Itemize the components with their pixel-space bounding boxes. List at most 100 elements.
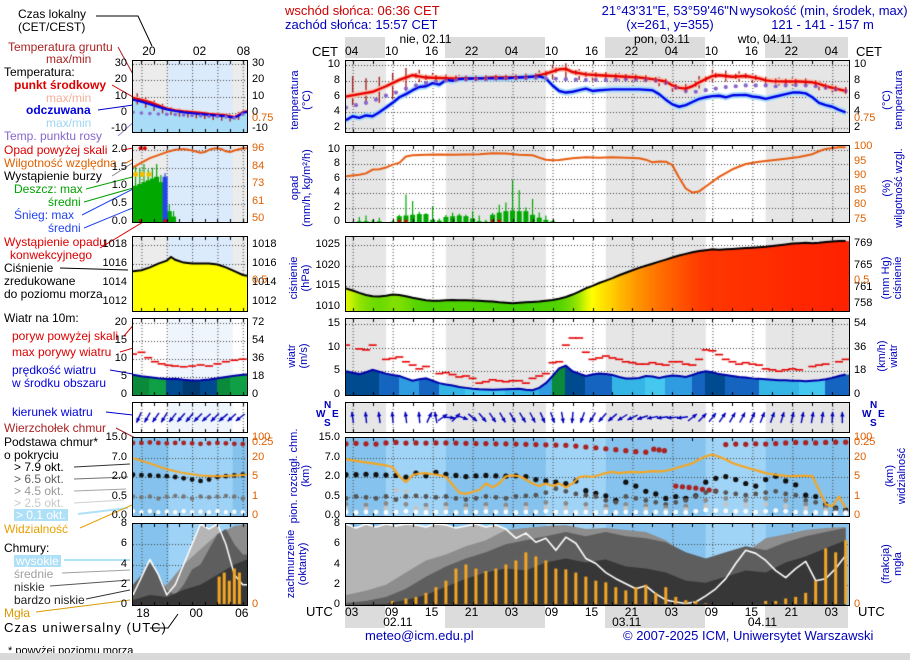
hour-label: 03 xyxy=(824,605,839,619)
mini-cis-ytick-left: 1016 xyxy=(102,256,127,269)
legend-cloud-base-1: Podstawa chmur* xyxy=(4,435,99,449)
wiatr-ytick-left: 10 xyxy=(327,340,340,353)
hour-label: 03 xyxy=(504,605,519,619)
mini-temp-ytick-right: 10 xyxy=(252,89,265,102)
mini-opad-ytick-right: 61 xyxy=(252,195,265,208)
mini-cis-ytick-left: 1018 xyxy=(102,237,127,250)
temp-ytick-right: 2 xyxy=(854,121,861,134)
legend-local-time-2: (CET/CEST) xyxy=(18,20,86,34)
hour-label: 22 xyxy=(464,44,479,58)
mini-cis-ytick-right: 1012 xyxy=(252,294,277,307)
legend-convective-1: Wystąpienie opadu xyxy=(4,235,106,249)
wiatr-ytick-right: 36 xyxy=(854,340,867,353)
legend-temperature: Temperatura: xyxy=(4,65,75,79)
mini-zach-ytick-right: 0.75 xyxy=(252,112,274,124)
opad-ytick-left: 6 xyxy=(333,171,340,184)
mini-zach-ytick-right: 0 xyxy=(252,598,259,610)
night-shading-box xyxy=(764,604,848,628)
legend-midpoint: punkt środkowy xyxy=(14,78,107,92)
temp-ytick-left: 8 xyxy=(333,73,340,86)
legend-cloud-top: Wierzchołek chmur xyxy=(4,421,107,435)
mini-pion-chart xyxy=(132,437,248,517)
zach-ytick-left: 8 xyxy=(333,517,340,529)
cet-hours-strip: 04 10 16 22 04 10 16 22 04 10 16 22 04 nie, 02.11 pon,… xyxy=(345,32,880,58)
hour-label: 16 xyxy=(584,44,599,58)
mini-temp-ytick-left: 20 xyxy=(114,73,127,86)
mini-opad-ytick-right: 84 xyxy=(252,160,265,173)
mini-temp-ytick-right: 0 xyxy=(252,105,259,118)
legend-okta-25: > 2.5 okt. xyxy=(14,496,64,510)
mini-kier-chart xyxy=(132,402,248,433)
mini-wiatr-ytick-left: 20 xyxy=(114,315,127,328)
night-shading-box xyxy=(604,604,705,628)
mini-wiatr-ytick-left: 5 xyxy=(120,369,127,382)
axis-opad-left: opad (mm/h, kg/m²/h) xyxy=(289,149,313,227)
cisnienie-ytick-right: 758 xyxy=(854,297,873,310)
legend-gust-above-scale: poryw powyżej skali xyxy=(12,329,119,343)
mini-wiatr-ytick-right: 54 xyxy=(252,333,265,346)
contact-email[interactable]: meteo@icm.edu.pl xyxy=(365,628,474,643)
night-shading-box xyxy=(764,37,848,58)
mini-pion-ytick-right: 0 xyxy=(252,509,259,521)
pion-ytick-left: 0.5 xyxy=(324,489,340,502)
mini-temp-ytick-left: 30 xyxy=(114,57,127,70)
wiatr-ytick-right: 0 xyxy=(854,388,861,400)
mini-wiatr-ytick-left: 0 xyxy=(120,388,127,400)
zach-ytick-right: 0.25 xyxy=(854,436,876,448)
axis-temp-left: temperatura (°C) xyxy=(289,70,313,130)
hour-label: 03 xyxy=(664,605,679,619)
zach-ytick-left: 4 xyxy=(333,557,340,570)
mini-zach-ytick-left: 2 xyxy=(120,577,127,590)
mini-hour-label: 00 xyxy=(189,606,203,620)
zach-chart xyxy=(345,523,850,606)
hour-label: 10 xyxy=(384,44,399,58)
legend-wind-direction: kierunek wiatru xyxy=(12,405,93,419)
mini-cis-ytick-right: 1016 xyxy=(252,256,277,269)
hour-label: 09 xyxy=(704,605,719,619)
night-shading-box xyxy=(444,37,545,58)
cisnienie-ytick-left: 1015 xyxy=(315,279,340,292)
mini-zach-ytick-left: 4 xyxy=(120,557,127,570)
grid-point: (x=261, y=355) xyxy=(626,17,714,32)
legend-fog: Mgła xyxy=(4,606,31,620)
hour-label: 22 xyxy=(784,44,799,58)
wiatr-ytick-left: 15 xyxy=(327,316,340,329)
legend-feels-like-mm: max/min xyxy=(46,116,92,130)
mini-wiatr-ytick-left: 10 xyxy=(114,351,127,364)
cisnienie-ytick-right: 765 xyxy=(854,259,873,272)
mini-opad-ytick-left: 0.5 xyxy=(111,196,127,209)
night-shading-box xyxy=(604,37,705,58)
axis-temp-right: (°C) temperatura xyxy=(881,70,905,130)
mini-cis-chart xyxy=(132,236,248,312)
cisnienie-ytick-left: 1025 xyxy=(315,238,340,251)
opad-ytick-right: 85 xyxy=(854,183,867,196)
hour-label: 21 xyxy=(624,605,639,619)
hour-label: 22 xyxy=(624,44,639,58)
temp-ytick-right: 8 xyxy=(854,73,861,86)
mini-hour-label: 20 xyxy=(142,44,156,58)
legend-clouds-mid: średnie xyxy=(14,567,54,581)
hour-label: 09 xyxy=(544,605,559,619)
legend-okta-01: > 0.1 okt. xyxy=(14,508,68,522)
mini-zach-chart xyxy=(132,523,248,606)
utc-hours-strip: 03 09 15 21 03 09 15 21 03 09 15 21 03 02.11 03.11 04.1… xyxy=(344,604,880,629)
day-date-label: wto, 04.11 xyxy=(737,32,793,46)
legend-okta-45: > 4.5 okt. xyxy=(14,484,64,498)
legend-clouds: Chmury: xyxy=(4,541,50,555)
mini-wiatr-ytick-right: 36 xyxy=(252,351,265,364)
bottom-gray-strip xyxy=(0,653,910,660)
temp-ytick-left: 10 xyxy=(327,57,340,70)
mini-pion-ytick-right: 1 xyxy=(252,489,259,502)
zach-ytick-left: 2 xyxy=(333,577,340,590)
mini-zach-ytick-right: 0.5 xyxy=(252,274,268,286)
mini-temp-ytick-left: 10 xyxy=(114,89,127,102)
axis-zachmurzenie-right: (frakcja) mgła xyxy=(880,544,904,584)
utc-label-bottom-left: UTC xyxy=(306,604,333,619)
hour-label: 03 xyxy=(344,605,359,619)
pion-ytick-right: 5 xyxy=(854,470,861,482)
legend-max-gusts: max porywy wiatru xyxy=(12,345,112,359)
opad-ytick-left: 2 xyxy=(333,200,340,213)
opad-ytick-right: 80 xyxy=(854,198,867,211)
